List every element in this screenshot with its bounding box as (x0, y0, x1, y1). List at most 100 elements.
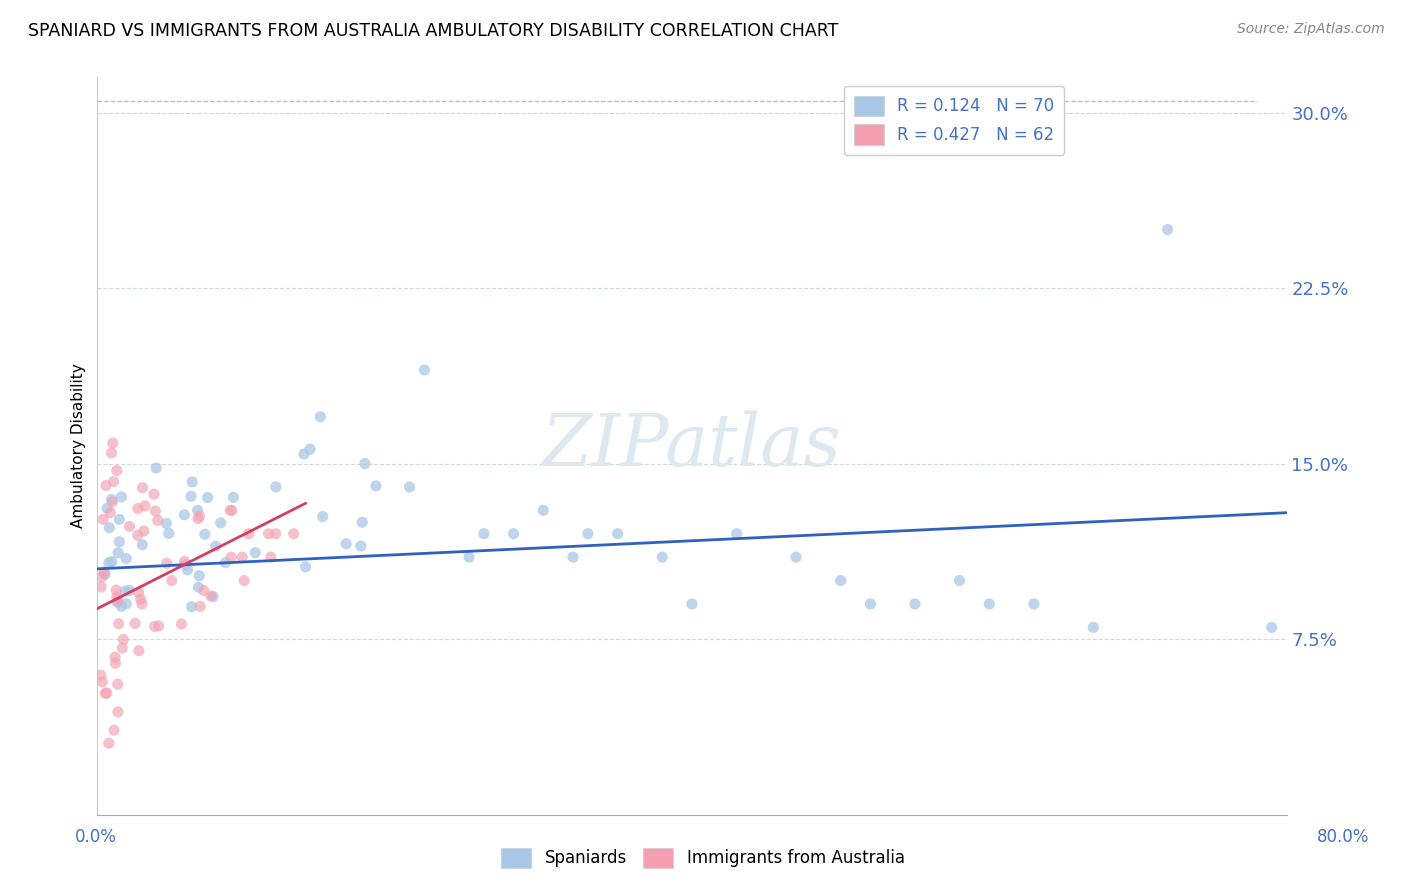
Point (948, 574, 970, 588)
Point (264, 480, 287, 494)
Point (91, 674, 114, 689)
Point (176, 563, 198, 577)
Point (1260, 620, 1282, 634)
Point (219, 503, 242, 517)
Point (103, 475, 125, 489)
Point (155, 516, 177, 531)
Point (107, 616, 129, 631)
Point (173, 554, 195, 568)
Point (180, 599, 202, 614)
Point (222, 491, 245, 505)
Point (238, 526, 260, 541)
Point (115, 597, 138, 611)
Point (352, 516, 374, 530)
Point (118, 519, 141, 533)
Point (107, 595, 129, 609)
Point (157, 526, 180, 541)
Point (979, 597, 1001, 611)
Point (96, 501, 118, 516)
Point (188, 599, 211, 614)
Point (143, 487, 166, 501)
Legend: R = 0.124   N = 70, R = 0.427   N = 62: R = 0.124 N = 70, R = 0.427 N = 62 (844, 86, 1064, 155)
Point (98, 521, 121, 535)
Point (785, 550, 807, 565)
Point (188, 508, 211, 523)
Point (830, 574, 852, 588)
Point (110, 599, 132, 614)
Point (651, 550, 673, 565)
Point (194, 527, 217, 541)
Point (859, 597, 882, 611)
Point (245, 546, 267, 560)
Point (104, 657, 127, 671)
Point (131, 481, 153, 495)
Point (100, 446, 122, 460)
Point (111, 641, 134, 656)
Point (1083, 620, 1105, 634)
Point (350, 539, 373, 553)
Text: SPANIARD VS IMMIGRANTS FROM AUSTRALIA AMBULATORY DISABILITY CORRELATION CHART: SPANIARD VS IMMIGRANTS FROM AUSTRALIA AM… (28, 22, 838, 40)
Point (91, 512, 114, 526)
Point (94, 686, 117, 700)
Point (562, 550, 585, 565)
Point (335, 537, 357, 551)
Point (1022, 597, 1045, 611)
Point (231, 550, 253, 565)
Point (143, 619, 166, 633)
Point (129, 592, 152, 607)
Point (97, 556, 120, 570)
Point (131, 597, 153, 611)
Point (101, 495, 124, 509)
Point (725, 526, 748, 541)
Point (193, 583, 215, 598)
Point (188, 568, 211, 582)
Point (233, 574, 256, 588)
Point (170, 617, 193, 632)
Point (127, 501, 149, 516)
Y-axis label: Ambulatory Disability: Ambulatory Disability (72, 364, 86, 528)
Point (105, 583, 128, 598)
Point (107, 677, 129, 691)
Point (128, 585, 150, 599)
Point (531, 503, 554, 517)
Point (112, 632, 135, 647)
Point (180, 489, 202, 503)
Point (502, 526, 524, 541)
Point (115, 551, 138, 566)
Point (202, 590, 225, 604)
Text: ZIPatlas: ZIPatlas (543, 410, 842, 482)
Point (98, 506, 121, 520)
Point (904, 597, 927, 611)
Point (143, 504, 166, 518)
Point (458, 550, 481, 565)
Point (283, 526, 305, 541)
Point (131, 538, 153, 552)
Point (104, 650, 127, 665)
Point (606, 526, 628, 541)
Point (107, 594, 129, 608)
Point (105, 463, 128, 477)
Point (101, 436, 124, 450)
Point (576, 526, 599, 541)
Point (93, 565, 115, 579)
Point (294, 559, 316, 574)
Point (108, 534, 131, 549)
Point (200, 589, 222, 603)
Point (209, 516, 232, 530)
Point (103, 723, 125, 738)
Point (127, 528, 149, 542)
Point (1156, 222, 1178, 236)
Point (174, 558, 197, 572)
Point (364, 479, 387, 493)
Point (204, 539, 226, 553)
Point (108, 512, 131, 526)
Point (114, 584, 136, 599)
Point (221, 503, 243, 517)
Point (681, 597, 703, 611)
Point (219, 550, 242, 565)
Point (134, 499, 156, 513)
Point (118, 583, 141, 598)
Point (299, 442, 322, 456)
Point (96, 686, 118, 700)
Point (354, 457, 377, 471)
